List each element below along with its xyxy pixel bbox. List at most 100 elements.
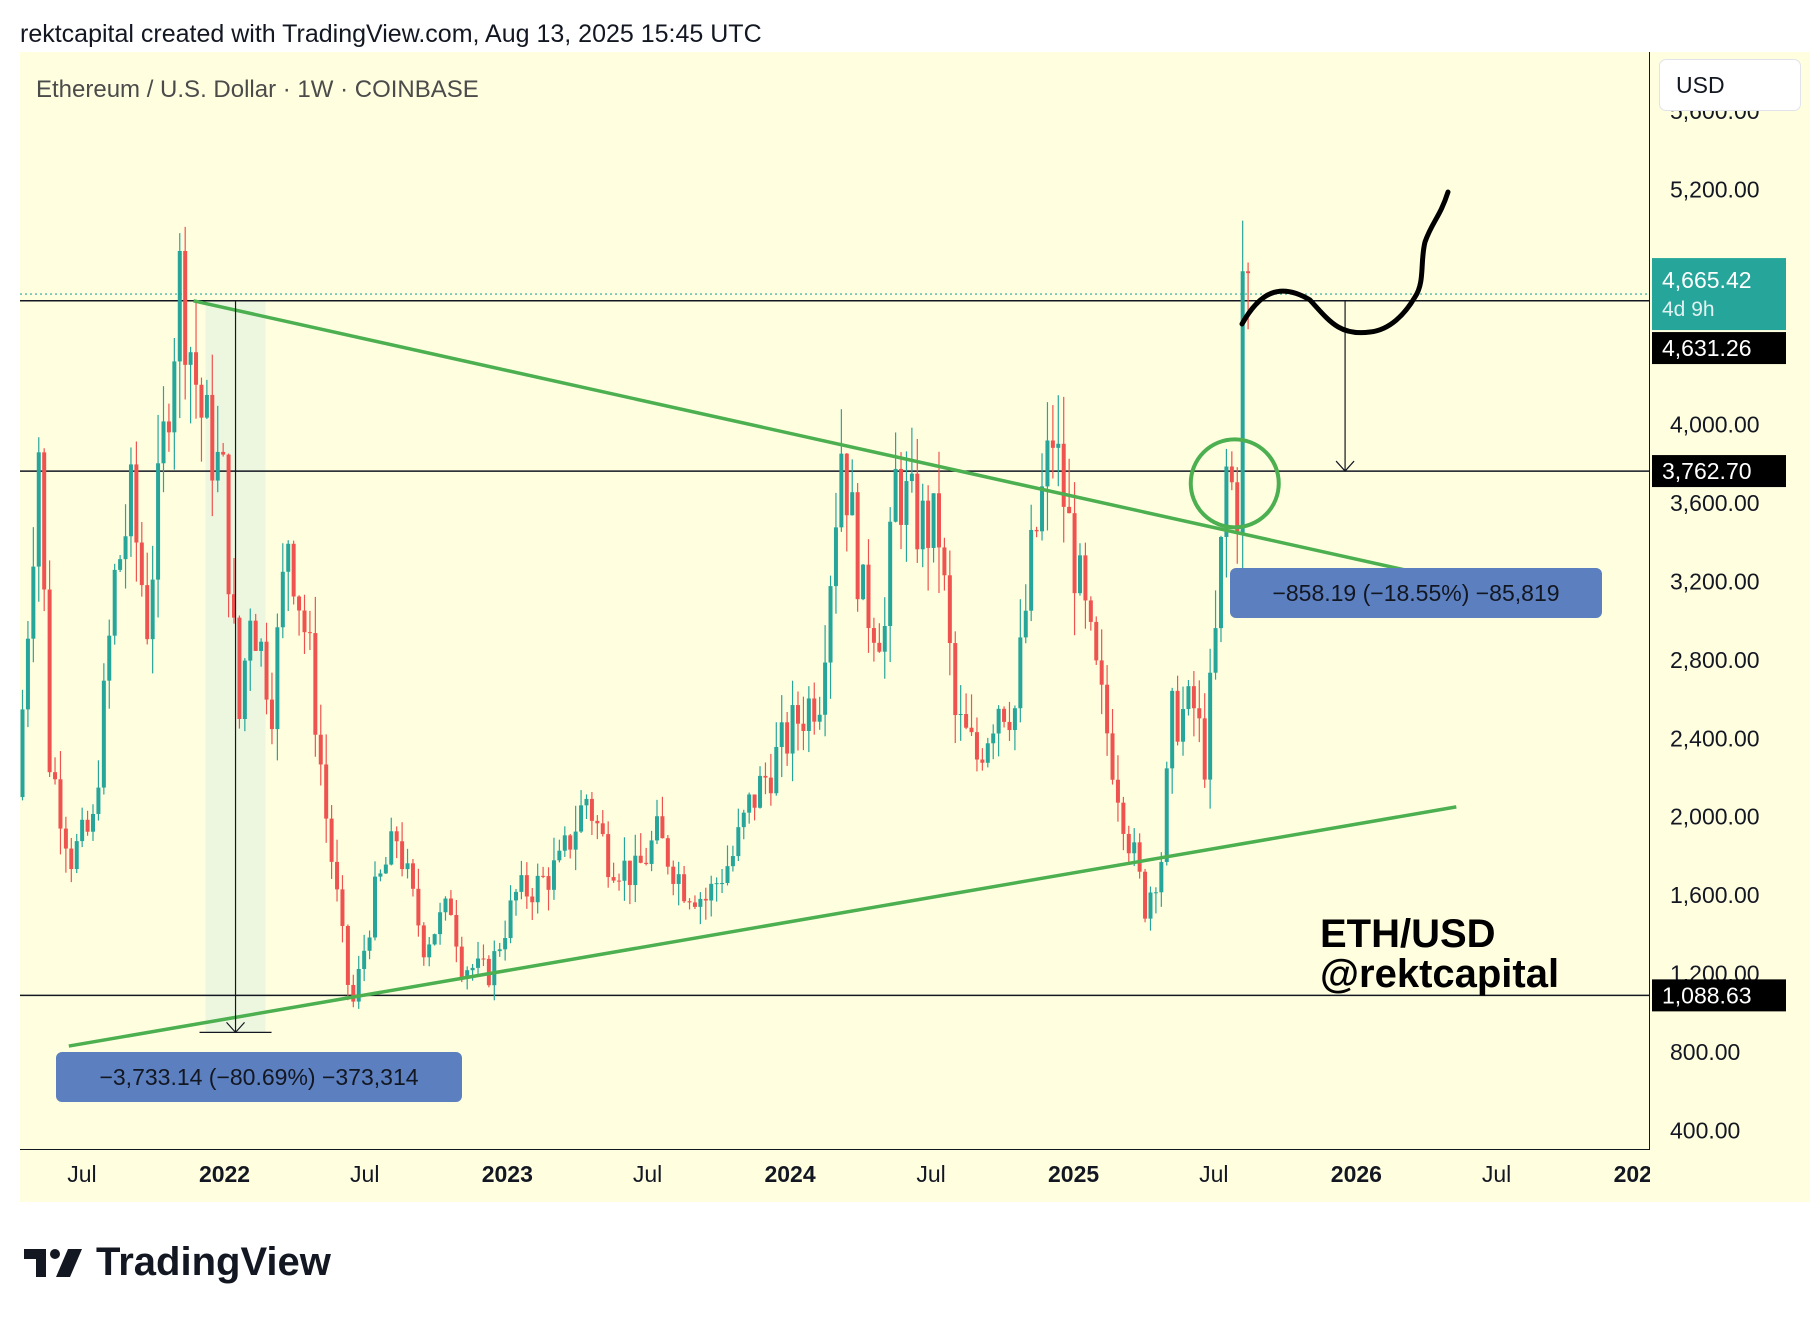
candle-body xyxy=(589,798,594,821)
candle-body xyxy=(1023,610,1028,638)
candle-body xyxy=(58,779,63,829)
candle-body xyxy=(1246,271,1251,274)
candle-body xyxy=(969,727,974,733)
candle-body xyxy=(329,818,334,862)
x-tick-label: 2024 xyxy=(764,1161,815,1187)
trendline xyxy=(68,805,1457,1048)
candle-body xyxy=(953,643,958,716)
candle-body xyxy=(335,861,340,890)
candle-body xyxy=(752,794,757,808)
currency-selector[interactable]: USD xyxy=(1660,60,1800,110)
candle-body xyxy=(416,888,421,926)
candle-body xyxy=(861,564,866,600)
candle-body xyxy=(839,453,844,528)
candle-body xyxy=(871,628,876,643)
candle-body xyxy=(1056,443,1061,448)
candle-body xyxy=(1083,555,1088,601)
candle-body xyxy=(888,521,893,626)
candle-body xyxy=(1170,690,1175,769)
candle-body xyxy=(622,860,627,881)
candle-body xyxy=(1050,440,1055,448)
candle-body xyxy=(427,944,432,958)
candle-body xyxy=(221,451,226,455)
candle-body xyxy=(682,874,687,902)
plot-area[interactable]: −3,733.14 (−80.69%) −373,314 −858.19 (−18… xyxy=(20,52,1650,1150)
candle-body xyxy=(20,709,25,798)
candle-body xyxy=(806,698,811,731)
candle-body xyxy=(882,625,887,652)
measure-label-box xyxy=(1230,568,1602,618)
candle-body xyxy=(481,958,486,960)
candle-body xyxy=(367,937,372,951)
candle-body xyxy=(595,820,600,824)
measure-arrow-head xyxy=(1335,460,1355,472)
price-chart: −3,733.14 (−80.69%) −373,314 −858.19 (−18… xyxy=(20,189,1650,1102)
candle-body xyxy=(237,617,242,719)
level-price-tag xyxy=(1652,979,1786,1012)
candle-body xyxy=(297,596,302,611)
y-tick-label: 5,200.00 xyxy=(1670,176,1760,202)
candle-body xyxy=(1208,672,1213,780)
candle-body xyxy=(42,452,47,590)
candle-body xyxy=(286,543,291,572)
y-tick-label: 1,600.00 xyxy=(1670,882,1760,908)
chart-frame: −3,733.14 (−80.69%) −373,314 −858.19 (−18… xyxy=(20,52,1810,1202)
candle-body xyxy=(394,831,399,842)
candle-body xyxy=(47,589,52,773)
candle-body xyxy=(378,873,383,877)
candle-body xyxy=(188,352,193,365)
candle-body xyxy=(1197,708,1202,719)
candle-body xyxy=(877,642,882,652)
candle-body xyxy=(1007,721,1012,731)
y-tick-label: 3,600.00 xyxy=(1670,490,1760,516)
candle-body xyxy=(248,620,253,661)
candle-body xyxy=(253,620,258,651)
price-axis[interactable]: 5,600.005,200.004,800.004,000.003,600.00… xyxy=(1650,52,1810,1150)
y-tick-label: 2,800.00 xyxy=(1670,647,1760,673)
candle-body xyxy=(74,841,79,870)
candle-body xyxy=(503,938,508,950)
candle-body xyxy=(1153,892,1158,894)
tradingview-logo: TradingView xyxy=(24,1240,331,1285)
candle-body xyxy=(720,882,725,884)
candle-body xyxy=(1186,686,1191,710)
candle-body xyxy=(665,838,670,867)
candle-body xyxy=(340,889,345,926)
candle-body xyxy=(123,536,128,560)
candle-body xyxy=(470,967,475,971)
time-axis[interactable]: Jul 2022 Jul 2023 Jul 2024 Jul 2025 Jul 2026 Jul 20… xyxy=(20,1150,1650,1202)
candle-body xyxy=(1061,443,1066,507)
x-tick-label: 2027 xyxy=(1614,1161,1650,1187)
x-tick-label: Jul xyxy=(1482,1161,1511,1187)
candle-body xyxy=(1191,686,1196,709)
candle-body xyxy=(633,855,638,886)
candle-body xyxy=(1072,513,1077,594)
candle-body xyxy=(579,805,584,832)
candle-body xyxy=(291,543,296,597)
x-tick-label: 2022 xyxy=(199,1161,250,1187)
candle-body xyxy=(1143,871,1148,919)
candle-body xyxy=(215,451,220,481)
candle-body xyxy=(150,579,155,640)
candle-body xyxy=(768,777,773,794)
candle-body xyxy=(80,819,85,842)
candle-body xyxy=(692,902,697,907)
candle-body xyxy=(465,970,470,978)
candle-body xyxy=(156,463,161,580)
y-tick-label: 2,400.00 xyxy=(1670,725,1760,751)
projection-drawing xyxy=(1239,189,1451,336)
candle-body xyxy=(1218,536,1223,629)
candle-body xyxy=(893,468,898,522)
candle-body xyxy=(145,585,150,640)
candle-body xyxy=(654,816,659,841)
candle-body xyxy=(638,855,643,863)
candle-body xyxy=(915,473,920,550)
candle-body xyxy=(828,586,833,663)
candle-body xyxy=(1002,708,1007,722)
candle-body xyxy=(313,633,318,735)
candle-body xyxy=(985,743,990,763)
candle-body xyxy=(383,864,388,874)
candle-body xyxy=(112,569,117,636)
candle-body xyxy=(134,464,139,543)
candle-body xyxy=(166,421,171,433)
